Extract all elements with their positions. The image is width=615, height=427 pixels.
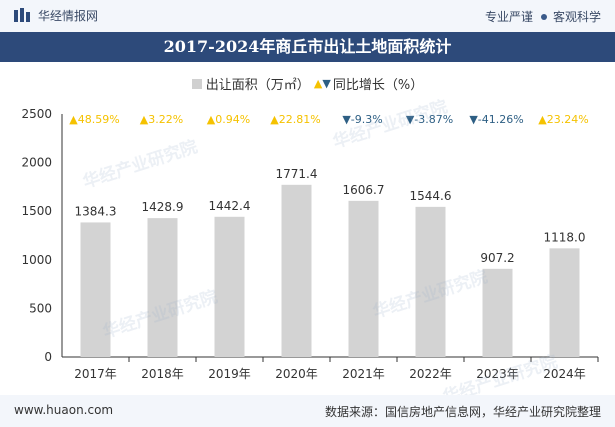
bar	[80, 222, 111, 357]
legend-bar-swatch	[191, 78, 202, 89]
bar	[415, 206, 446, 357]
growth-label: ▲0.94%	[207, 113, 250, 126]
bar	[348, 200, 379, 357]
growth-label: ▲22.81%	[270, 113, 320, 126]
bar-value-label: 1606.7	[343, 183, 385, 197]
footer-source: 数据来源：国信房地产信息网，华经产业研究院整理	[324, 405, 601, 419]
growth-label: ▲23.24%	[538, 113, 588, 126]
x-tick-label: 2018年	[141, 367, 184, 381]
x-tick-label: 2021年	[342, 367, 385, 381]
y-tick-label: 500	[29, 301, 52, 315]
separator-dot-icon	[540, 13, 547, 20]
bar	[549, 248, 580, 357]
bar-value-label: 1428.9	[142, 200, 184, 214]
growth-label: ▲48.59%	[69, 113, 119, 126]
y-tick-label: 2500	[21, 107, 52, 121]
growth-label: ▼-41.26%	[469, 113, 523, 126]
x-tick-label: 2020年	[275, 367, 318, 381]
header-tagline: 专业严谨 客观科学	[485, 8, 601, 25]
bar	[482, 268, 513, 357]
x-tick-label: 2022年	[409, 367, 452, 381]
footer-website[interactable]: www.huaon.com	[14, 403, 114, 417]
logo-text: 华经情报网	[38, 8, 99, 23]
top-bar: 华经情报网 专业严谨 客观科学	[0, 0, 615, 32]
logo[interactable]: 华经情报网	[14, 6, 98, 24]
y-tick-label: 1500	[21, 204, 52, 218]
legend-up-triangle-icon: ▲	[313, 77, 323, 90]
title-bar: 2017-2024年商丘市出让土地面积统计	[0, 32, 615, 62]
x-tick-label: 2019年	[208, 367, 251, 381]
legend-down-triangle-icon: ▼	[322, 77, 331, 90]
bar-value-label: 1771.4	[276, 167, 318, 181]
tagline-2: 客观科学	[552, 10, 601, 24]
bar	[214, 216, 245, 357]
bar-value-label: 1442.4	[209, 199, 251, 213]
bar-value-label: 1384.3	[75, 204, 117, 218]
bar-chart: 0 500 1000 1500 2000 2500 1384.3 ▲48.59% 2017年 14…	[21, 107, 599, 381]
tagline-1: 专业严谨	[484, 10, 533, 24]
bar	[147, 218, 178, 357]
logo-icon	[14, 8, 30, 22]
legend-growth-label: 同比增长（%）	[332, 78, 424, 93]
y-tick-label: 2000	[21, 156, 52, 170]
bar-value-label: 907.2	[480, 251, 514, 265]
growth-label: ▼-9.3%	[342, 113, 382, 126]
bar-value-label: 1544.6	[410, 189, 452, 203]
chart-title: 2017-2024年商丘市出让土地面积统计	[163, 37, 452, 56]
bar-value-label: 1118.0	[544, 230, 586, 244]
footer: www.huaon.com 数据来源：国信房地产信息网，华经产业研究院整理	[0, 395, 615, 427]
x-tick-label: 2023年	[476, 367, 519, 381]
y-tick-label: 1000	[21, 253, 52, 267]
x-tick-label: 2017年	[74, 367, 117, 381]
chart-legend: 出让面积（万㎡） ▲▼ 同比增长（%）	[0, 74, 615, 93]
legend-bar-label: 出让面积（万㎡）	[205, 78, 310, 93]
growth-label: ▲3.22%	[140, 113, 183, 126]
growth-label: ▼-3.87%	[406, 113, 453, 126]
bar	[281, 184, 312, 357]
x-tick-label: 2024年	[543, 367, 586, 381]
y-tick-label: 0	[44, 350, 52, 364]
